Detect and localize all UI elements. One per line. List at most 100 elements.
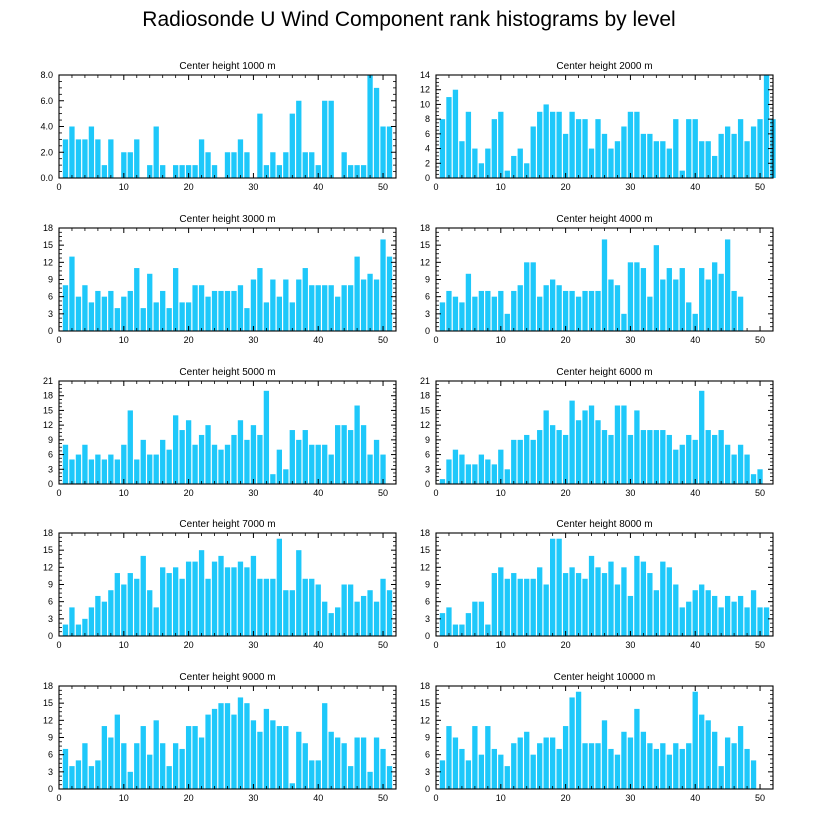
- histogram-bar: [322, 285, 328, 331]
- histogram-bar: [179, 430, 185, 484]
- x-tick-label: 40: [690, 793, 700, 803]
- histogram-bar: [485, 624, 491, 636]
- histogram-bar: [543, 104, 549, 178]
- histogram-bar: [211, 444, 218, 484]
- histogram-bar: [101, 601, 108, 636]
- histogram-bar: [367, 273, 373, 331]
- histogram-bar: [373, 87, 380, 179]
- histogram-bar: [472, 296, 478, 331]
- histogram-bar: [666, 148, 672, 178]
- histogram-bar: [627, 737, 634, 789]
- histogram-bar: [712, 434, 718, 484]
- histogram-bar: [69, 607, 75, 636]
- x-tick-label: 30: [248, 640, 258, 650]
- histogram-bar: [588, 148, 595, 178]
- histogram-bar: [140, 726, 146, 789]
- histogram-bar: [147, 165, 153, 179]
- histogram-bar: [121, 584, 127, 636]
- histogram-bar: [582, 743, 588, 789]
- histogram-bar: [692, 590, 698, 636]
- histogram-bar: [511, 743, 517, 789]
- histogram-bar: [569, 697, 575, 789]
- histogram-bar: [517, 148, 523, 178]
- histogram-bar: [660, 561, 666, 636]
- histogram-bar: [69, 256, 75, 331]
- histogram-bar: [244, 439, 250, 484]
- histogram-bar: [737, 726, 744, 789]
- x-tick-label: 0: [56, 640, 61, 650]
- histogram-bar: [173, 743, 179, 789]
- x-tick-label: 0: [56, 793, 61, 803]
- figure-title: Radiosonde U Wind Component rank histogr…: [142, 8, 676, 31]
- histogram-bar: [517, 737, 523, 789]
- histogram-bar: [686, 601, 692, 636]
- histogram-bar: [686, 434, 692, 484]
- y-tick-label: 3: [425, 309, 430, 319]
- y-tick-label: 6: [425, 129, 430, 139]
- histogram-bar: [224, 567, 231, 636]
- histogram-bar: [731, 454, 737, 484]
- histogram-bar: [439, 479, 446, 484]
- y-tick-label: 18: [420, 681, 430, 691]
- histogram-bar: [556, 430, 562, 484]
- histogram-bar: [283, 726, 289, 789]
- x-tick-label: 20: [184, 335, 194, 345]
- histogram-bar: [524, 434, 530, 484]
- histogram-bar: [386, 256, 393, 331]
- histogram-bar: [121, 152, 127, 178]
- histogram-bar: [250, 425, 257, 484]
- histogram-bar: [198, 434, 205, 484]
- histogram-bar: [686, 119, 692, 178]
- histogram-bar: [543, 410, 549, 484]
- histogram-bar: [692, 119, 698, 178]
- x-tick-label: 0: [433, 793, 438, 803]
- x-tick-label: 20: [184, 182, 194, 192]
- histogram-bar: [465, 111, 472, 178]
- histogram-bar: [276, 296, 282, 331]
- histogram-bar: [185, 302, 192, 331]
- y-tick-label: 18: [420, 528, 430, 538]
- histogram-bar: [750, 126, 757, 178]
- histogram-bar: [744, 748, 750, 789]
- histogram-bar: [537, 743, 543, 789]
- histogram-bar: [380, 239, 386, 331]
- x-tick-label: 40: [690, 488, 700, 498]
- histogram-bar: [237, 561, 244, 636]
- x-tick-label: 50: [755, 793, 765, 803]
- histogram-bar: [588, 743, 595, 789]
- histogram-bar: [101, 296, 108, 331]
- histogram-bar: [328, 613, 334, 636]
- histogram-bar: [160, 165, 166, 179]
- x-tick-label: 10: [119, 488, 129, 498]
- histogram-bar: [485, 148, 491, 178]
- histogram-bar: [504, 313, 510, 331]
- histogram-bar: [459, 141, 465, 178]
- histogram-bar: [757, 119, 763, 178]
- y-tick-label: 0: [425, 631, 430, 641]
- histogram-bar: [224, 152, 231, 178]
- panel-title: Center height 10000 m: [554, 672, 656, 683]
- histogram-bar: [95, 595, 101, 636]
- histogram-bar: [341, 152, 347, 178]
- histogram-bar: [367, 454, 373, 484]
- histogram-bar: [582, 410, 588, 484]
- histogram-bar: [224, 290, 231, 331]
- histogram-bar: [660, 279, 666, 331]
- x-tick-label: 30: [625, 488, 635, 498]
- histogram-bar: [179, 165, 185, 179]
- histogram-bar: [699, 390, 705, 484]
- histogram-bar: [511, 290, 517, 331]
- histogram-bar: [360, 595, 367, 636]
- histogram-bar: [354, 601, 360, 636]
- histogram-bar: [614, 754, 621, 789]
- x-tick-label: 20: [184, 488, 194, 498]
- y-tick-label: 15: [420, 405, 430, 415]
- histogram-bar: [446, 290, 452, 331]
- histogram-bar: [315, 444, 321, 484]
- x-tick-label: 0: [433, 335, 438, 345]
- histogram-bar: [692, 439, 698, 484]
- histogram-bar: [380, 748, 386, 789]
- panel-10: Center height 10000 m 0 3 6 9 12 15 18 0 10 20 30 40…: [420, 672, 774, 803]
- x-tick-label: 50: [755, 182, 765, 192]
- histogram-bar: [524, 262, 530, 331]
